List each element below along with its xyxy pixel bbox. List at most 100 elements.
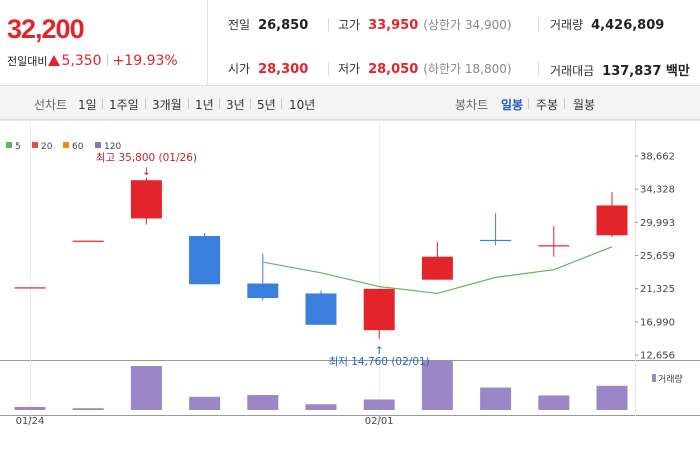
period-3m-button[interactable]: 3개월: [152, 98, 182, 112]
y-tick-label: 12,656: [640, 351, 675, 362]
divider: [188, 98, 189, 109]
candle-body: [247, 283, 279, 299]
volume-bar: [189, 396, 221, 410]
candle-monthly-button[interactable]: 월봉: [573, 98, 596, 112]
candle-body: [596, 205, 628, 236]
candle-weekly-button[interactable]: 주봉: [536, 98, 559, 112]
x-tick-label: 01/24: [16, 416, 45, 427]
volume-bar: [72, 408, 104, 410]
volume-bar: [130, 366, 162, 410]
legend-label-ma20: 20: [41, 142, 53, 152]
candle-body: [189, 236, 221, 285]
divider: [250, 98, 251, 109]
change-row: 전일대비 5,350 +19.93%: [7, 53, 178, 69]
stat-low: 저가 28,050 (하한가 18,800): [338, 60, 512, 77]
stat-value: 28,300: [258, 62, 309, 77]
divider: [564, 98, 565, 109]
volume-bars: [14, 360, 628, 410]
candlestick-chart: 5 20 60 120 38,662 34,328 29,993 25,659 21,3…: [0, 120, 700, 427]
high-arrow-icon: ↓: [142, 166, 151, 178]
stats-grid: 전일 26,850 고가 33,950 (상한가 34,900) 거래량 4,4…: [208, 0, 700, 86]
volume-bar: [363, 399, 395, 410]
legend-swatch-ma20: [32, 142, 38, 148]
legend-swatch-ma5: [6, 142, 12, 148]
candle-daily-button[interactable]: 일봉: [501, 98, 524, 112]
quote-header: 32,200 전일대비 5,350 +19.93% 전일 26,850 고가 33,…: [0, 0, 700, 86]
candle-chart-title: 봉차트: [455, 98, 489, 112]
stat-label: 거래량: [550, 18, 584, 32]
divider: [281, 98, 282, 109]
y-tick-label: 25,659: [640, 251, 675, 262]
legend-label-ma5: 5: [15, 142, 21, 152]
period-1y-button[interactable]: 1년: [195, 98, 214, 112]
volume-bar: [596, 385, 628, 410]
stat-sub: (상한가 34,900): [423, 18, 512, 32]
period-1d-button[interactable]: 1일: [78, 98, 97, 112]
change-label: 전일대비: [7, 55, 48, 68]
candles: [14, 177, 628, 339]
candle-body: [421, 256, 453, 280]
low-arrow-icon: ↑: [375, 345, 384, 357]
divider: [538, 62, 539, 76]
stat-amount: 거래대금 137,837 백만: [550, 60, 690, 79]
candle-body: [305, 293, 337, 325]
stat-sub: (하한가 18,800): [423, 62, 512, 76]
period-5y-button[interactable]: 5년: [257, 98, 276, 112]
stat-value: 26,850: [258, 18, 309, 33]
stat-value: 28,050: [368, 62, 419, 77]
stat-label: 전일: [228, 18, 251, 32]
chart-legend: 5 20 60 120: [6, 142, 121, 152]
divider: [528, 98, 529, 109]
stat-label: 거래대금: [550, 64, 595, 78]
x-tick-label: 02/01: [365, 416, 394, 427]
period-bar: 선차트 1일 1주일 3개월 1년 3년 5년 10년 봉차트 일봉 주봉 월봉: [0, 86, 700, 120]
stat-high: 고가 33,950 (상한가 34,900): [338, 16, 512, 33]
y-tick-label: 38,662: [640, 152, 675, 163]
legend-swatch-ma120: [95, 142, 101, 148]
volume-legend-swatch: [652, 374, 656, 382]
period-3y-button[interactable]: 3년: [226, 98, 245, 112]
period-10y-button[interactable]: 10년: [289, 98, 316, 112]
stat-label: 시가: [228, 62, 251, 76]
candle-body: [480, 239, 512, 242]
stat-label: 고가: [338, 18, 361, 32]
y-tick-label: 34,328: [640, 185, 675, 196]
stat-volume: 거래량 4,426,809: [550, 16, 664, 33]
stat-label: 저가: [338, 62, 361, 76]
volume-legend-label: 거래량: [658, 373, 683, 385]
up-arrow-icon: [48, 55, 61, 66]
period-1w-button[interactable]: 1주일: [109, 98, 139, 112]
y-tick-label: 29,993: [640, 218, 675, 229]
volume-bar: [305, 404, 337, 410]
chart-grid: [0, 120, 700, 416]
current-price: 32,200: [7, 14, 85, 44]
divider: [328, 18, 329, 32]
divider: [145, 98, 146, 109]
y-tick-label: 21,325: [640, 284, 675, 295]
divider: [106, 54, 108, 66]
x-axis: 01/24 02/01: [16, 415, 394, 427]
divider: [219, 98, 220, 109]
change-percent: +19.93%: [112, 53, 178, 69]
divider: [538, 18, 539, 32]
legend-swatch-ma60: [63, 142, 69, 148]
ma5-line: [262, 246, 613, 295]
volume-bar: [421, 360, 453, 410]
stat-open: 시가 28,300: [228, 60, 308, 77]
candle-body: [130, 180, 162, 219]
y-axis: 38,662 34,328 29,993 25,659 21,325 16,990 12,6…: [635, 152, 675, 362]
volume-bar: [14, 406, 46, 410]
stat-value: 137,837 백만: [602, 64, 690, 79]
legend-label-ma120: 120: [104, 142, 121, 152]
legend-label-ma60: 60: [72, 142, 84, 152]
change-value: 5,350: [61, 53, 102, 69]
y-tick-label: 16,990: [640, 317, 675, 328]
volume-bar: [538, 395, 570, 410]
stat-prev-close: 전일 26,850: [228, 16, 308, 33]
candle-body: [14, 287, 46, 289]
divider: [328, 62, 329, 76]
high-annotation: 최고 35,800 (01/26): [96, 152, 197, 164]
line-chart-title: 선차트: [34, 98, 68, 112]
divider: [102, 98, 103, 109]
stat-value: 4,426,809: [591, 18, 665, 33]
